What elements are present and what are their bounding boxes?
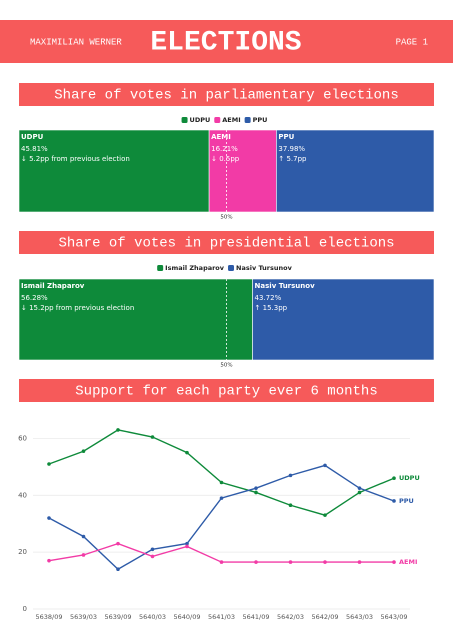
section-title-band (19, 83, 434, 106)
section-title-band (19, 231, 434, 254)
series-label: AEMI (399, 558, 417, 566)
data-point (81, 553, 86, 557)
data-point (116, 567, 120, 571)
data-point (116, 428, 120, 432)
bar-segment (276, 129, 435, 213)
data-point (116, 541, 120, 546)
header-band (0, 20, 453, 63)
data-point (288, 503, 293, 508)
data-point (254, 486, 258, 490)
segment-change: ↓ 0.5pp (211, 155, 240, 163)
legend-label: AEMI (222, 116, 240, 124)
segment-value: 56.28% (21, 294, 48, 302)
section-title: Share of votes in parliamentary election… (54, 88, 398, 104)
data-point (254, 560, 258, 564)
data-point (357, 486, 362, 490)
segment-value: 37.98% (278, 145, 305, 153)
data-point (47, 558, 51, 563)
segment-name: Ismail Zhaparov (21, 282, 85, 290)
segment-value: 43.72% (255, 294, 282, 302)
data-point (150, 554, 155, 559)
x-tick-label: 5638/09 (35, 613, 62, 621)
data-point (323, 560, 327, 564)
data-point (288, 473, 293, 478)
segment-value: 45.81% (21, 145, 48, 153)
series-label: UDPU (399, 474, 420, 482)
segment-value: 16.21% (211, 145, 238, 153)
x-tick-label: 5642/09 (311, 613, 338, 621)
data-point (150, 547, 155, 552)
bar-segment (18, 278, 253, 361)
legend-swatch (214, 117, 221, 123)
section-title: Share of votes in presidential elections (58, 236, 394, 252)
x-tick-label: 5643/09 (380, 613, 407, 621)
segment-change: ↑ 5.7pp (278, 155, 307, 163)
reference-label: 50% (220, 363, 232, 369)
data-point (185, 450, 189, 455)
legend-swatch (157, 265, 164, 271)
legend-label: UDPU (190, 116, 211, 124)
page-number: PAGE 1 (396, 37, 428, 47)
x-tick-label: 5639/03 (70, 613, 97, 621)
data-point (47, 462, 51, 466)
segment-name: Nasiv Tursunov (255, 282, 316, 290)
data-point (185, 541, 189, 546)
x-tick-label: 5642/03 (277, 613, 304, 621)
legend-swatch (228, 265, 235, 271)
legend-swatch (244, 117, 251, 123)
segment-name: AEMI (211, 133, 231, 141)
data-point (150, 435, 155, 439)
section-title: Support for each party ever 6 months (75, 384, 377, 400)
data-point (392, 560, 396, 564)
data-point (254, 490, 258, 495)
x-tick-label: 5640/03 (139, 613, 166, 621)
data-point (323, 463, 327, 468)
y-tick-label: 60 (18, 434, 27, 442)
x-tick-label: 5640/09 (173, 613, 200, 621)
data-point (392, 499, 396, 503)
data-point (81, 534, 86, 539)
series-line (48, 429, 395, 516)
data-point (81, 449, 86, 454)
y-tick-label: 20 (18, 548, 27, 556)
data-point (357, 490, 362, 495)
segment-name: PPU (278, 133, 294, 141)
series-label: PPU (399, 497, 414, 505)
data-point (219, 480, 224, 485)
reference-label: 50% (220, 215, 232, 221)
segment-change: ↑ 15.3pp (255, 304, 288, 312)
x-tick-label: 5643/03 (346, 613, 373, 621)
data-point (392, 476, 396, 481)
legend-swatch (181, 117, 188, 123)
bar-segment (208, 129, 277, 213)
legend-label: PPU (253, 116, 268, 124)
x-tick-label: 5641/09 (242, 613, 269, 621)
data-point (219, 560, 224, 564)
bar-segment (252, 278, 435, 361)
data-point (323, 513, 327, 517)
x-tick-label: 5641/03 (208, 613, 235, 621)
data-point (219, 496, 224, 500)
data-point (47, 516, 51, 520)
y-tick-label: 40 (18, 491, 27, 499)
segment-change: ↓ 5.2pp from previous election (21, 155, 130, 163)
legend-label: Ismail Zhaparov (165, 264, 225, 272)
page-title: ELECTIONS (150, 27, 301, 58)
data-point (357, 560, 362, 564)
segment-change: ↓ 15.2pp from previous election (21, 304, 134, 312)
y-tick-label: 0 (23, 605, 27, 613)
data-point (288, 560, 293, 564)
bar-segment (18, 129, 210, 213)
x-tick-label: 5639/09 (104, 613, 131, 621)
section-title-band (19, 379, 434, 402)
author: MAXIMILIAN WERNER (30, 37, 122, 47)
legend-label: Nasiv Tursunov (236, 264, 293, 272)
segment-name: UDPU (21, 133, 44, 141)
data-point (185, 544, 189, 549)
